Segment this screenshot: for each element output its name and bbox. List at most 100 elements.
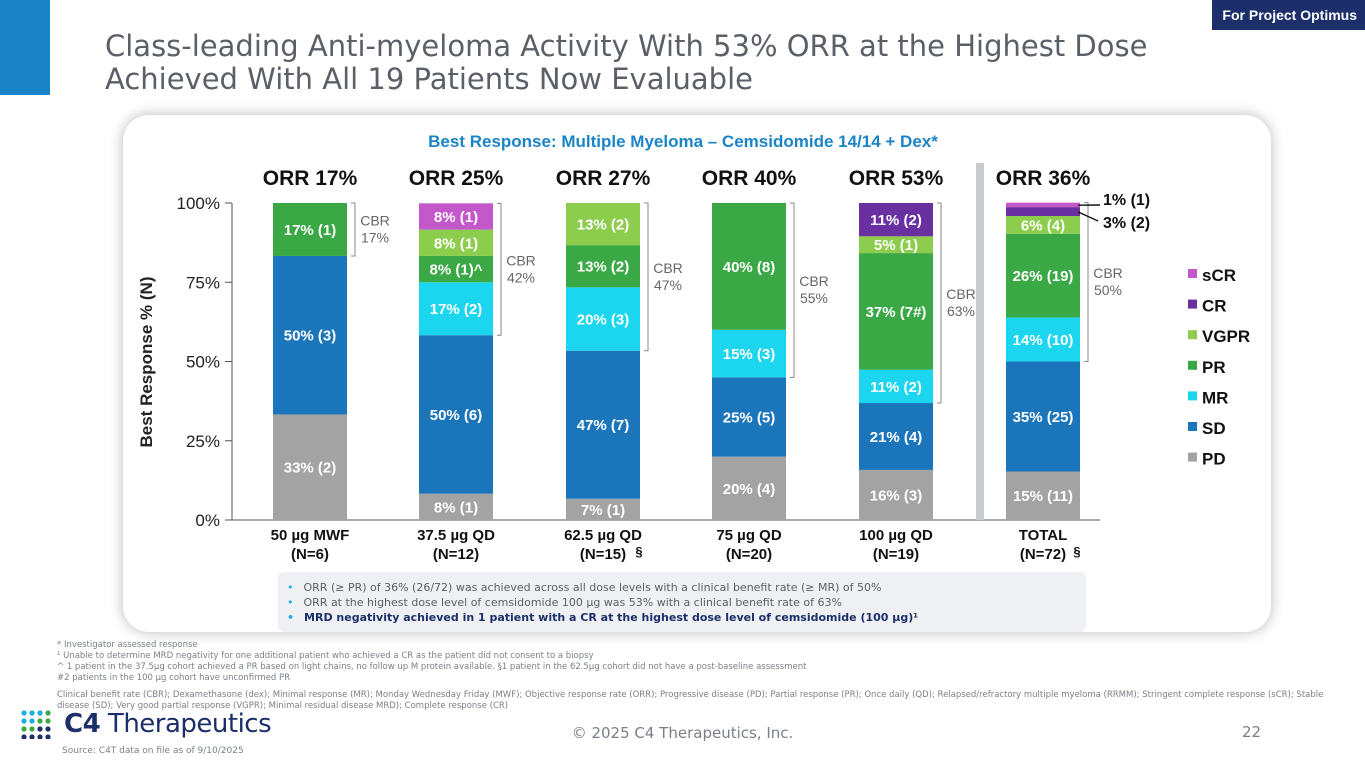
page-number: 22 [1242, 723, 1262, 741]
bar-segment-label: 20% (3) [577, 312, 630, 329]
copyright: © 2025 C4 Therapeutics, Inc. [571, 724, 794, 742]
bar-segment-sd [712, 377, 786, 457]
x-category-label: (N=12) [433, 546, 479, 563]
x-category-label: TOTAL [1019, 527, 1068, 544]
total-separator [976, 163, 984, 520]
orr-label: ORR 17% [263, 167, 358, 190]
bar-segment-pr [273, 203, 347, 256]
cbr-value: 42% [507, 269, 535, 285]
footnotes: * Investigator assessed response ¹ Unabl… [57, 640, 1327, 712]
legend-swatch-pr [1188, 360, 1197, 370]
orr-label: ORR 25% [409, 167, 504, 190]
cbr-bracket [790, 202, 795, 378]
bar-segment-label: 13% (2) [577, 217, 630, 234]
legend-swatch-mr [1188, 391, 1197, 401]
bar-segment-mr [859, 369, 933, 404]
legend-label: PD [1202, 450, 1226, 469]
bar-segment-pr [712, 203, 786, 330]
y-tick-label: 50% [186, 353, 220, 372]
cbr-value: 47% [654, 277, 682, 293]
slide-title-line-1: Class-leading Anti-myeloma Activity With… [105, 29, 1148, 63]
cbr-label: CBR [799, 273, 829, 289]
cbr-label: CBR [946, 286, 976, 302]
bar-segment-vgpr [1006, 215, 1080, 234]
bar-segment-label: 17% (1) [284, 222, 337, 239]
footnote-abbreviations: Clinical benefit rate (CBR); Dexamethaso… [57, 690, 1324, 711]
y-tick-label: 100% [177, 194, 220, 213]
orr-label: ORR 53% [849, 167, 944, 190]
bar-segment-label: 21% (4) [870, 429, 923, 446]
chart-title: Best Response: Multiple Myeloma – Cemsid… [428, 132, 938, 151]
callout-leader [1077, 211, 1099, 222]
bar-segment-label: 20% (4) [723, 481, 776, 498]
bar-segment-label: 25% (5) [723, 409, 776, 426]
legend-swatch-scr [1188, 269, 1197, 278]
orr-label: ORR 40% [702, 167, 797, 190]
source-note: Source: C4T data on file as of 9/10/2025 [62, 746, 244, 756]
bar-segment-sd [419, 335, 493, 494]
bar-segment-pr [566, 245, 640, 288]
bar-segment-label: 47% (7) [577, 417, 630, 434]
bar-segment-label: 8% (1) [434, 235, 478, 252]
bar-segment-label: 15% (11) [1013, 488, 1073, 505]
bar-segment-label: 8% (1) [434, 499, 478, 516]
bar-segment-label: 16% (3) [870, 487, 923, 504]
bar-segment-label: 50% (3) [284, 328, 337, 345]
bar-segment-sd [1006, 361, 1080, 472]
bar-segment-pd [419, 493, 493, 520]
x-category-label: (N=6) [291, 546, 329, 563]
bar-segment-label: 11% (2) [870, 212, 922, 229]
bar-segment-mr [419, 282, 493, 336]
summary-bullet: • ORR (≥ PR) of 36% (26/72) was achieved … [287, 581, 882, 594]
callout-label: 3% (2) [1103, 215, 1150, 232]
footnote: ^ 1 patient in the 37.5µg cohort achieve… [57, 662, 807, 672]
bar-segment-scr [419, 203, 493, 230]
footnote: ¹ Unable to determine MRD negativity for… [57, 651, 594, 661]
summary-bullet: • ORR at the highest dose level of cemsid… [287, 596, 842, 609]
cbr-bracket [644, 202, 649, 352]
bar-segment-scr [1006, 202, 1080, 208]
legend-swatch-sd [1188, 422, 1197, 431]
orr-label: ORR 36% [996, 167, 1091, 190]
x-category-footnote-mark: § [1073, 544, 1080, 559]
bar-segment-pr [419, 255, 493, 283]
x-category-label: 62.5 µg QD [564, 527, 642, 544]
bar-segment-mr [712, 329, 786, 378]
company-logo: C4 Therapeutics [20, 705, 272, 743]
bar-segment-label: 17% (2) [430, 301, 483, 318]
slide-title: Class-leading Anti-myeloma Activity With… [105, 30, 1205, 96]
summary-box: • ORR (≥ PR) of 36% (26/72) was achieved … [278, 572, 1086, 632]
legend-label: SD [1202, 419, 1226, 438]
cbr-bracket [351, 202, 356, 257]
bar-segment-cr [1006, 207, 1080, 216]
bar-segment-mr [1006, 317, 1080, 362]
footnote: #2 patients in the 100 µg cohort have un… [57, 673, 291, 683]
legend-swatch-vgpr [1188, 330, 1197, 340]
callout-label: 1% (1) [1103, 192, 1150, 209]
bar-segment-label: 13% (2) [577, 259, 630, 276]
cbr-label: CBR [1093, 265, 1123, 281]
y-tick-label: 25% [186, 432, 220, 451]
cbr-label: CBR [360, 212, 390, 228]
bar-segment-sd [859, 403, 933, 470]
bar-segment-pd [1006, 471, 1080, 520]
legend-label: CR [1202, 297, 1227, 316]
cbr-bracket [1084, 202, 1089, 362]
cbr-value: 50% [1094, 282, 1122, 298]
x-category-label: (N=15) [580, 546, 626, 563]
y-tick-label: 75% [186, 273, 220, 292]
logo-dots-icon [21, 710, 51, 739]
bar-segment-pr [1006, 233, 1080, 318]
legend-label: sCR [1202, 266, 1236, 285]
cbr-bracket [937, 202, 942, 404]
cbr-value: 63% [947, 303, 975, 319]
summary-bullet: • MRD negativity achieved in 1 patient wi… [287, 611, 919, 624]
orr-label: ORR 27% [556, 167, 651, 190]
bar-segment-label: 11% (2) [870, 379, 922, 396]
legend-swatch-pd [1188, 452, 1197, 462]
bar-segment-cr [859, 203, 933, 237]
cbr-value: 55% [800, 290, 828, 306]
y-axis-label: Best Response % (N) [137, 277, 156, 448]
bar-segment-label: 35% (25) [1013, 409, 1074, 426]
